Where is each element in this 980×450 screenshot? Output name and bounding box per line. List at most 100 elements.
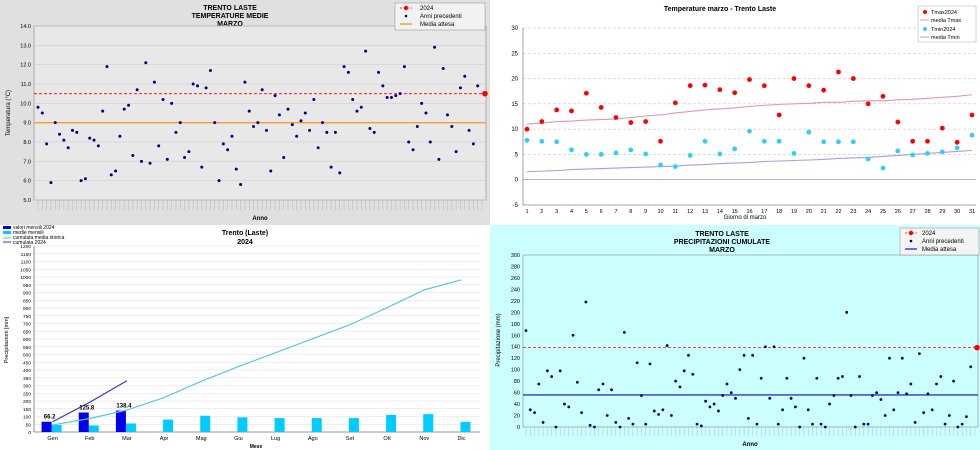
p2-xtick-label: 16 bbox=[746, 209, 752, 215]
p4-point bbox=[717, 409, 720, 413]
p4-legend-box bbox=[899, 227, 980, 256]
p2-tmax-point bbox=[806, 83, 812, 89]
p1-point bbox=[157, 144, 161, 148]
p4-point bbox=[905, 392, 908, 396]
p4-point bbox=[858, 375, 861, 378]
p4-point bbox=[528, 408, 532, 412]
p1-point bbox=[40, 111, 44, 115]
p1-point bbox=[53, 121, 57, 125]
p2-tmin-point bbox=[658, 162, 663, 168]
p2-xtick-label: 28 bbox=[924, 209, 930, 215]
p1-point bbox=[213, 121, 217, 125]
p4-ytick-label: 300 bbox=[511, 253, 520, 259]
p2-ytick-label: 30 bbox=[511, 26, 518, 32]
p1-point bbox=[316, 146, 320, 150]
p2-media-tmax-line bbox=[526, 94, 973, 125]
p1-point bbox=[372, 130, 376, 134]
p2-tmax-point bbox=[791, 76, 797, 81]
p2-tmax-point bbox=[954, 139, 960, 145]
p4-point bbox=[815, 376, 819, 380]
p1-point bbox=[424, 111, 428, 115]
p4-point bbox=[537, 382, 541, 386]
p4-point bbox=[550, 375, 554, 378]
p1-point bbox=[381, 84, 385, 88]
p3-legend-bar-marker bbox=[3, 226, 11, 229]
p3-legend-cum2024-label: cumulata 2024 bbox=[13, 240, 46, 246]
p3-2024-bar bbox=[115, 410, 126, 432]
p4-point bbox=[610, 388, 613, 392]
p2-tmax-point bbox=[776, 112, 782, 118]
p2-xtick-label: 10 bbox=[657, 209, 663, 215]
p2-xtick-label: 20 bbox=[806, 209, 812, 215]
p2-tmin-point bbox=[865, 156, 871, 162]
p2-ytick-label: 10 bbox=[511, 127, 518, 133]
p2-tmin-point bbox=[702, 138, 708, 144]
p3-2024-bar bbox=[78, 412, 89, 432]
p4-legend-prev-marker bbox=[909, 239, 913, 243]
p1-legend-2024-marker bbox=[403, 5, 409, 11]
p4-point bbox=[764, 345, 767, 349]
p2-xtick-label: 27 bbox=[910, 209, 916, 215]
p1-legend-prev-marker bbox=[404, 14, 408, 18]
p2-tmax-point bbox=[598, 104, 604, 110]
p4-point bbox=[682, 369, 686, 373]
p4-point bbox=[772, 345, 776, 349]
p2-tmax-point bbox=[539, 119, 545, 124]
p3-data-label: 125.8 bbox=[79, 406, 95, 412]
p4-point bbox=[965, 415, 968, 419]
p3-xtick-label: Dic bbox=[457, 436, 465, 442]
p4-point bbox=[605, 414, 609, 417]
p2-tmin-point bbox=[598, 152, 604, 157]
p2-tmin-point bbox=[732, 146, 738, 152]
p4-point bbox=[811, 422, 814, 426]
panel-precip-months: Trento (Laste) 2024 05010015020025030035… bbox=[0, 225, 490, 450]
p1-ytick-label: 7.0 bbox=[23, 159, 31, 165]
p1-point bbox=[252, 125, 256, 129]
p1-point bbox=[70, 128, 74, 132]
p3-legend: valori mensili 2024 medie mensili cumula… bbox=[3, 225, 65, 246]
p1-point bbox=[329, 165, 333, 169]
p1-point bbox=[290, 123, 294, 127]
p4-ytick-label: 60 bbox=[514, 391, 520, 397]
p4-point bbox=[828, 402, 832, 406]
p1-point bbox=[282, 155, 286, 159]
p1-point bbox=[454, 150, 458, 154]
p4-point bbox=[678, 385, 682, 389]
p2-title: Temperature marzo - Trento Laste bbox=[664, 6, 776, 13]
p2-tmin-point bbox=[925, 151, 930, 156]
p1-point bbox=[312, 97, 316, 101]
p2-ytick-label: 15 bbox=[511, 102, 518, 108]
p4-point bbox=[524, 329, 528, 333]
p3-ytick-label: 650 bbox=[23, 329, 31, 335]
p3-ytick-label: 600 bbox=[23, 337, 31, 343]
p1-point bbox=[217, 179, 221, 183]
p4-ytick-label: 20 bbox=[514, 414, 520, 420]
p1-point bbox=[385, 96, 389, 100]
p4-ytick-label: 240 bbox=[511, 287, 520, 293]
p3-media-bar bbox=[460, 421, 471, 432]
p1-legend-2024-label: 2024 bbox=[420, 6, 434, 12]
p3-media-bar bbox=[348, 418, 359, 432]
p4-legend-2024-marker bbox=[908, 230, 914, 236]
p3-ytick-label: 800 bbox=[23, 306, 31, 312]
p4-point bbox=[776, 422, 780, 426]
p2-tmin-point bbox=[628, 147, 634, 153]
p1-point bbox=[66, 146, 70, 150]
p3-media-bar bbox=[163, 419, 174, 432]
p2-legend-box bbox=[917, 5, 977, 43]
p3-ytick-label: 150 bbox=[23, 407, 31, 413]
p3-ytick-label: 100 bbox=[23, 415, 31, 421]
p1-point-2024 bbox=[482, 90, 488, 97]
p2-xtick-label: 15 bbox=[732, 209, 738, 215]
p2-xtick-label: 17 bbox=[761, 209, 767, 215]
p1-ytick-label: 12.0 bbox=[20, 63, 31, 69]
p1-ylabel: Temperatura (°C) bbox=[6, 90, 12, 136]
p4-point bbox=[635, 361, 639, 365]
p4-point bbox=[806, 408, 810, 412]
p3-xtick-label: Ago bbox=[308, 436, 318, 442]
p4-point bbox=[593, 425, 596, 429]
p2-tmax-point bbox=[895, 119, 901, 125]
p2-tmax-point bbox=[910, 138, 916, 144]
p4-point bbox=[935, 382, 938, 386]
p1-point bbox=[308, 128, 312, 132]
